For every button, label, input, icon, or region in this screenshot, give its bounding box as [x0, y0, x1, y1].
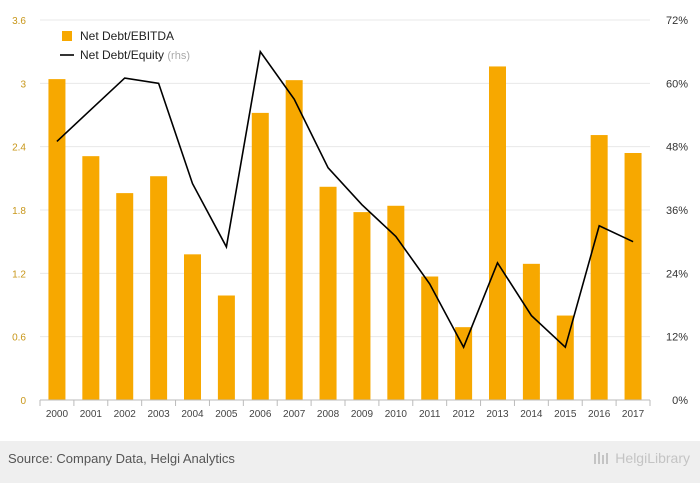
bar	[590, 135, 608, 401]
y-left-tick-label: 3.6	[12, 16, 26, 27]
bar	[82, 156, 100, 400]
library-icon	[594, 452, 609, 464]
legend-label: Net Debt/EBITDA	[80, 29, 174, 43]
bar	[150, 176, 168, 400]
x-tick-label: 2012	[452, 409, 475, 420]
y-right-tick-label: 36%	[666, 205, 688, 217]
y-left-tick-label: 1.8	[12, 206, 26, 217]
brand-name: HelgiLibrary	[615, 450, 690, 466]
legend-swatch-bar	[62, 31, 72, 41]
x-tick-label: 2006	[249, 409, 272, 420]
y-left-tick-label: 2.4	[12, 143, 26, 154]
y-left-tick-label: 0.6	[12, 333, 26, 344]
bar	[421, 276, 439, 400]
combo-chart: 0 0% 0.6 12% 1.2 24% 1.8 36% 2.4 48% 3 60% 3.6 72% 200…	[12, 15, 688, 420]
x-tick-label: 2007	[283, 409, 306, 420]
bar	[387, 205, 405, 400]
bar	[217, 295, 235, 400]
y-left-tick-label: 0	[20, 396, 26, 407]
y-right-tick-label: 0%	[672, 395, 688, 407]
source-note: Source: Company Data, Helgi Analytics	[8, 451, 235, 466]
x-tick-label: 2002	[114, 409, 137, 420]
brand-logo: HelgiLibrary	[593, 450, 690, 466]
x-tick-label: 2001	[80, 409, 103, 420]
bar	[624, 153, 642, 400]
bar	[522, 263, 540, 400]
y-right-tick-label: 72%	[666, 15, 688, 27]
x-tick-label: 2010	[385, 409, 408, 420]
x-tick-label: 2004	[181, 409, 204, 420]
bar	[489, 66, 506, 400]
y-right-tick-label: 60%	[666, 78, 688, 90]
bar	[251, 112, 269, 400]
y-right-tick-label: 12%	[666, 332, 688, 344]
x-tick-label: 2017	[622, 409, 645, 420]
line-series-net-debt-equity	[56, 49, 634, 350]
bar	[184, 254, 201, 400]
bar	[556, 315, 574, 400]
x-tick-label: 2013	[486, 409, 509, 420]
bar	[319, 186, 337, 400]
bar	[353, 212, 371, 400]
bar	[116, 193, 134, 400]
x-tick-label: 2009	[351, 409, 374, 420]
x-tick-label: 2008	[317, 409, 340, 420]
y-right-tick-label: 48%	[666, 142, 688, 154]
chart-footer: Source: Company Data, Helgi Analytics He…	[0, 441, 700, 483]
bar	[48, 79, 66, 400]
x-tick-label: 2003	[147, 409, 170, 420]
x-tick-label: 2015	[554, 409, 577, 420]
x-tick-label: 2014	[520, 409, 543, 420]
legend-suffix: (rhs)	[167, 50, 190, 62]
x-tick-label: 2016	[588, 409, 611, 420]
bar	[455, 327, 473, 400]
y-left-tick-label: 3	[20, 79, 26, 90]
y-right-tick-label: 24%	[666, 268, 688, 280]
x-tick-label: 2005	[215, 409, 238, 420]
legend-label: Net Debt/Equity (rhs)	[80, 48, 190, 62]
x-tick-label: 2011	[419, 409, 441, 420]
x-tick-label: 2000	[46, 409, 69, 420]
bar	[285, 80, 303, 401]
y-left-tick-label: 1.2	[12, 269, 26, 280]
